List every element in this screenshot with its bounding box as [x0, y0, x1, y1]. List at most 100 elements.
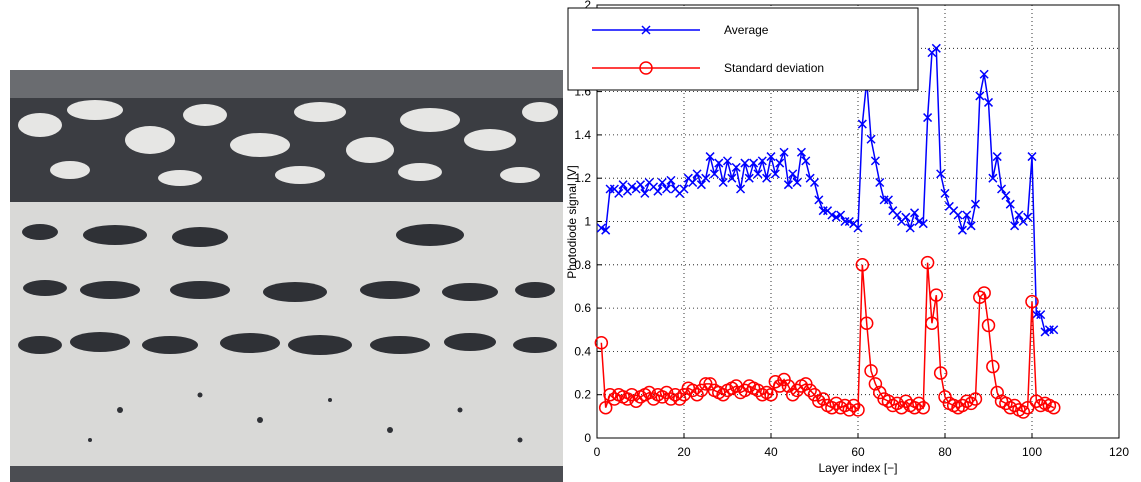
marker-x — [596, 223, 606, 233]
marker-x — [688, 177, 698, 188]
marker-circle — [986, 359, 1000, 374]
marker-x — [827, 210, 837, 220]
marker-x — [635, 180, 646, 190]
micrograph — [10, 70, 563, 482]
marker-x — [1001, 190, 1011, 201]
marker-circle — [598, 400, 613, 415]
legend-label: Average — [724, 23, 769, 37]
marker-x — [983, 97, 994, 107]
marker-x — [857, 119, 867, 129]
marker-circle — [768, 374, 783, 389]
marker-x — [962, 210, 972, 220]
marker-x — [744, 173, 754, 183]
marker-x — [1005, 199, 1015, 209]
marker-x — [814, 195, 824, 205]
x-tick-label: 100 — [1022, 445, 1042, 459]
marker-x — [936, 169, 946, 179]
x-tick-label: 20 — [677, 445, 691, 459]
marker-circle — [907, 400, 922, 415]
x-tick-label: 80 — [938, 445, 952, 459]
marker-x — [709, 169, 719, 179]
legend: Average Standard deviation — [567, 7, 919, 91]
marker-x — [1023, 212, 1033, 222]
marker-circle — [1016, 405, 1031, 419]
marker-x — [966, 221, 976, 231]
y-tick-label: 0 — [584, 431, 591, 445]
marker-x — [844, 216, 854, 227]
marker-x — [618, 180, 628, 190]
marker-circle — [607, 392, 622, 406]
marker-x — [701, 173, 711, 183]
marker-x — [892, 210, 902, 220]
x-tick-label: 120 — [1109, 445, 1129, 459]
marker-x — [931, 43, 941, 53]
marker-x — [836, 210, 846, 220]
y-axis-label: Photodiode signal [V] — [565, 165, 579, 278]
marker-x — [866, 134, 876, 144]
marker-x — [910, 208, 920, 218]
marker-circle — [851, 403, 865, 417]
marker-x — [788, 169, 798, 179]
marker-circle — [964, 396, 978, 411]
marker-x — [918, 219, 928, 229]
marker-x — [736, 184, 746, 194]
marker-x — [757, 156, 767, 166]
marker-circle — [825, 400, 839, 415]
marker-circle — [790, 383, 804, 398]
marker-circle — [646, 392, 661, 406]
marker-circle — [685, 383, 700, 398]
marker-circle — [973, 290, 987, 305]
marker-circle — [1047, 400, 1061, 415]
x-tick-label: 60 — [851, 445, 865, 459]
marker-x — [1036, 310, 1046, 320]
marker-x — [957, 225, 967, 235]
marker-x — [614, 188, 624, 198]
marker-circle — [955, 398, 970, 413]
marker-circle — [920, 255, 935, 270]
marker-circle — [999, 396, 1013, 411]
marker-circle — [916, 400, 930, 415]
marker-circle — [672, 392, 687, 406]
marker-x — [640, 188, 650, 198]
marker-x — [923, 113, 933, 123]
marker-circle — [968, 392, 983, 406]
y-tick-label: 1 — [584, 215, 591, 229]
marker-circle — [655, 390, 669, 404]
marker-circle — [899, 394, 913, 408]
marker-circle — [629, 394, 643, 408]
marker-x — [753, 169, 763, 179]
marker-x — [749, 158, 759, 168]
marker-x — [801, 156, 811, 166]
marker-circle — [864, 364, 878, 378]
y-tick-label: 2 — [584, 0, 591, 12]
marker-x — [809, 177, 820, 188]
marker-circle — [842, 403, 857, 417]
marker-x — [762, 173, 772, 183]
legend-label: Standard deviation — [724, 61, 824, 75]
marker-circle — [859, 316, 874, 331]
marker-circle — [786, 387, 800, 402]
y-tick-label: 0.4 — [574, 344, 591, 358]
marker-x — [783, 180, 793, 190]
marker-x — [779, 147, 789, 157]
marker-circle — [933, 366, 948, 380]
legend-box — [567, 7, 919, 91]
marker-x — [792, 177, 802, 188]
marker-x — [696, 180, 706, 190]
marker-x — [831, 212, 841, 222]
marker-circle — [690, 387, 704, 402]
x-tick-label: 0 — [594, 445, 601, 459]
marker-x — [705, 152, 715, 162]
y-tick-label: 1.2 — [574, 171, 591, 185]
marker-x — [953, 210, 963, 220]
marker-x — [1049, 325, 1059, 335]
marker-circle — [838, 398, 852, 413]
x-axis-label: Layer index [−] — [818, 461, 897, 475]
marker-circle — [781, 379, 796, 393]
marker-circle — [803, 383, 817, 398]
marker-x — [979, 69, 989, 79]
marker-circle — [1029, 394, 1044, 408]
marker-x — [1027, 152, 1037, 162]
